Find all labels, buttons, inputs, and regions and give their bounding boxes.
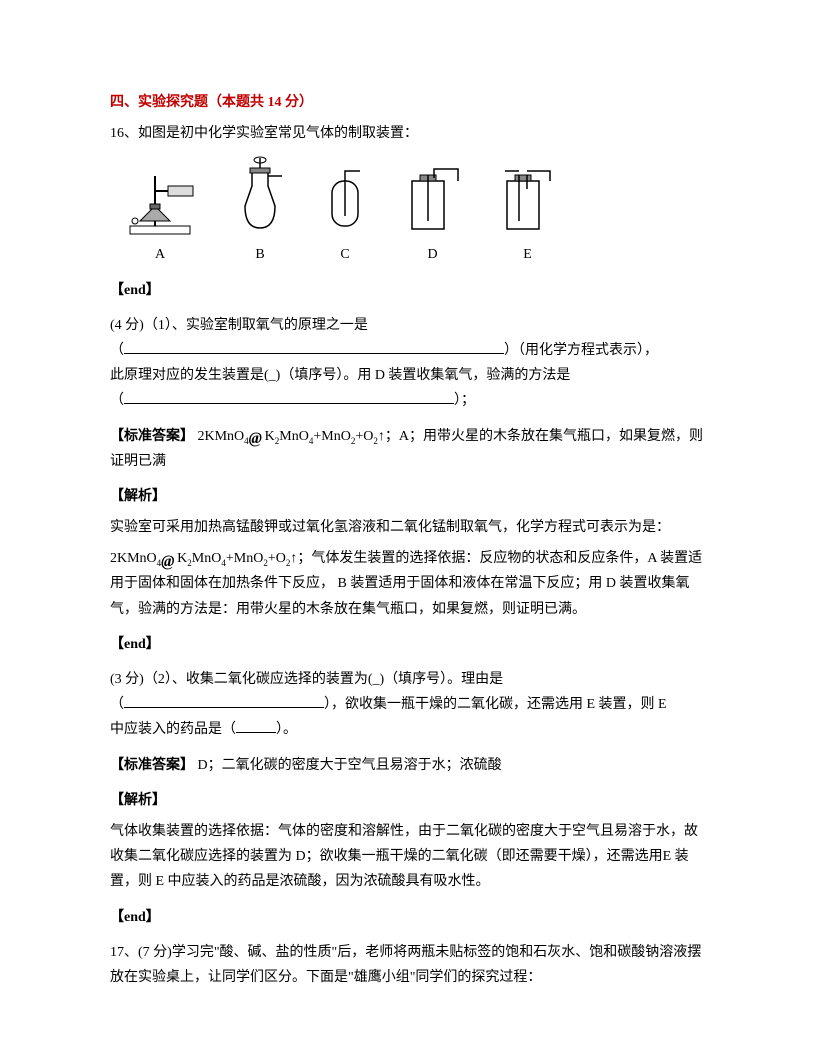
answer1-text: 2KMnO4K2MnO4+MnO2+O2↑；A；用带火星的木条放在集气瓶口，如果… xyxy=(110,429,703,469)
paren-close-text: ）（用化学方程式表示）， xyxy=(504,343,658,358)
sub2-paren-open: （ xyxy=(110,697,124,712)
end-marker-2: 【end】 xyxy=(110,632,706,657)
sub2-line2: （ ），欲收集一瓶干燥的二氧化碳，还需选用 E 装置，则 E xyxy=(110,692,706,717)
q17-intro: 17、(7 分)学习完"酸、碱、盐的性质"后，老师将两瓶未贴标签的饱和石灰水、饱… xyxy=(110,940,706,990)
apparatus-label-e: E xyxy=(523,242,532,267)
sub2-line3: 中应装入的药品是（ ）。 xyxy=(110,717,706,742)
analysis2-p1: 气体收集装置的选择依据：气体的密度和溶解性，由于二氧化碳的密度大于空气且易溶于水… xyxy=(110,819,706,895)
answer2-block: 【标准答案】 D；二氧化碳的密度大于空气且易溶于水；浓硫酸 xyxy=(110,753,706,778)
apparatus-d: D xyxy=(400,161,465,267)
sub2-line3-before: 中应装入的药品是（ xyxy=(110,722,236,737)
apparatus-a-icon xyxy=(120,166,200,236)
analysis1-p2: 2KMnO4K2MnO4+MnO2+O2↑；气体发生装置的选择依据：反应物的状态… xyxy=(110,546,706,622)
sub1-line1: (4 分)（1）、实验室制取氧气的原理之一是 xyxy=(110,313,706,338)
sub2-line3-after: ）。 xyxy=(276,722,297,737)
apparatus-b-icon xyxy=(230,156,290,236)
sub2-paren-close: ），欲收集一瓶干燥的二氧化碳，还需选用 E 装置，则 E xyxy=(324,697,667,712)
apparatus-d-icon xyxy=(400,161,465,236)
apparatus-diagram-row: A B C D xyxy=(110,156,706,267)
answer2-text: D；二氧化碳的密度大于空气且易溶于水；浓硫酸 xyxy=(194,758,502,773)
analysis1-label: 【解析】 xyxy=(110,484,706,509)
apparatus-b: B xyxy=(230,156,290,267)
sub1-line3: 此原理对应的发生装置是(_)（填序号）。用 D 装置收集氧气，验满的方法是 xyxy=(110,363,706,388)
answer1-block: 【标准答案】 2KMnO4K2MnO4+MnO2+O2↑；A；用带火星的木条放在… xyxy=(110,424,706,474)
paren2-close: ）； xyxy=(454,393,475,408)
sub1-line2: （ ）（用化学方程式表示）， xyxy=(110,338,706,363)
blank-reason xyxy=(124,692,324,708)
end-marker-1: 【end】 xyxy=(110,278,706,303)
blank-reagent xyxy=(236,717,276,733)
apparatus-label-a: A xyxy=(155,242,165,267)
analysis2-label: 【解析】 xyxy=(110,788,706,813)
sub2-line1: (3 分)（2）、收集二氧化碳应选择的装置为(_)（填序号）。理由是 xyxy=(110,667,706,692)
blank-formula xyxy=(124,338,504,354)
q16-intro: 16、如图是初中化学实验室常见气体的制取装置： xyxy=(110,121,706,146)
paren2-open: （ xyxy=(110,393,124,408)
apparatus-label-d: D xyxy=(427,242,437,267)
apparatus-e-icon xyxy=(495,161,560,236)
analysis1-p1: 实验室可采用加热高锰酸钾或过氧化氢溶液和二氧化锰制取氧气，化学方程式可表示为是： xyxy=(110,515,706,540)
blank-method xyxy=(124,388,454,404)
answer2-label: 【标准答案】 xyxy=(110,758,194,773)
apparatus-e: E xyxy=(495,161,560,267)
q16-sub2: (3 分)（2）、收集二氧化碳应选择的装置为(_)（填序号）。理由是 （ ），欲收… xyxy=(110,667,706,743)
reaction-arrow-icon-2 xyxy=(161,552,177,566)
paren-open: （ xyxy=(110,343,124,358)
end-marker-3: 【end】 xyxy=(110,905,706,930)
section-title: 四、实验探究题（本题共 14 分） xyxy=(110,90,706,115)
apparatus-label-c: C xyxy=(340,242,349,267)
apparatus-c-icon xyxy=(320,161,370,236)
answer1-label: 【标准答案】 xyxy=(110,429,194,444)
sub1-line4: （ ）； xyxy=(110,388,706,413)
apparatus-label-b: B xyxy=(255,242,264,267)
apparatus-c: C xyxy=(320,161,370,267)
apparatus-a: A xyxy=(120,166,200,267)
q16-sub1: (4 分)（1）、实验室制取氧气的原理之一是 （ ）（用化学方程式表示）， 此原理… xyxy=(110,313,706,414)
reaction-arrow-icon xyxy=(249,429,265,443)
